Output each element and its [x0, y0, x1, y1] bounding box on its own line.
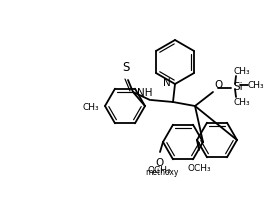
Text: methoxy: methoxy	[145, 168, 179, 177]
Text: N: N	[163, 78, 171, 88]
Text: CH₃: CH₃	[82, 102, 99, 112]
Text: O: O	[214, 80, 222, 90]
Text: CH₃: CH₃	[248, 82, 265, 90]
Text: S: S	[122, 61, 130, 74]
Text: OCH₃: OCH₃	[187, 164, 211, 173]
Text: CH₃: CH₃	[234, 98, 251, 107]
Text: OCH₃: OCH₃	[147, 166, 171, 175]
Text: Si: Si	[233, 82, 243, 92]
Text: O: O	[156, 158, 164, 168]
Text: CH₃: CH₃	[234, 67, 251, 76]
Text: NH: NH	[137, 88, 152, 98]
